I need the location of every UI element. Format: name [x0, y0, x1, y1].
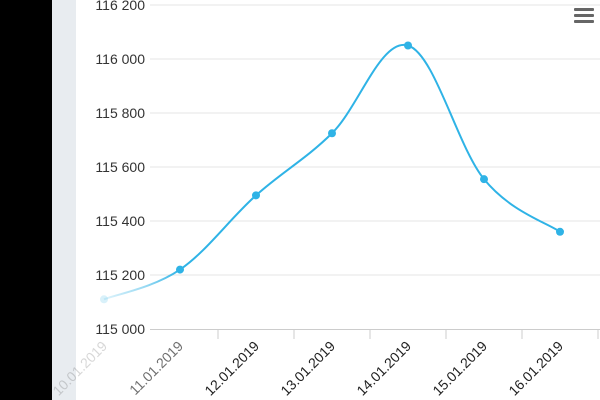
data-point[interactable] [100, 295, 108, 304]
scroll-gutter [52, 0, 76, 400]
series-layer [100, 41, 564, 304]
x-axis: 10.01.2019 11.01.2019 12.01.2019 13.01.2019… [49, 329, 600, 399]
y-axis: 115 000 115 200 115 400 115 600 115 800 116 0… [95, 0, 145, 337]
y-tick-label: 115 400 [95, 213, 145, 229]
y-tick-label: 115 200 [95, 267, 145, 283]
hamburger-menu-icon[interactable] [574, 8, 594, 28]
x-tick-label: 14.01.2019 [353, 338, 414, 399]
y-tick-label: 115 000 [95, 321, 145, 337]
x-tick-label: 15.01.2019 [429, 338, 490, 399]
data-point[interactable] [328, 129, 336, 138]
grid-lines [150, 4, 600, 276]
y-tick-label: 115 800 [95, 105, 145, 121]
x-tick-label: 10.01.2019 [49, 338, 110, 399]
data-point[interactable] [556, 227, 564, 236]
data-point[interactable] [252, 191, 260, 200]
data-point[interactable] [404, 41, 412, 50]
x-tick-label: 12.01.2019 [201, 338, 262, 399]
series-line-faded [103, 268, 180, 301]
y-tick-label: 116 200 [95, 0, 145, 13]
series-line [180, 44, 561, 271]
data-point[interactable] [176, 265, 184, 274]
x-tick-label: 13.01.2019 [277, 338, 338, 399]
dark-sidebar-edge [0, 0, 52, 400]
y-tick-label: 116 000 [95, 51, 145, 67]
y-tick-label: 115 600 [95, 159, 145, 175]
x-tick-label: 11.01.2019 [126, 338, 186, 398]
data-point[interactable] [480, 175, 488, 184]
x-tick-label: 16.01.2019 [505, 338, 566, 399]
